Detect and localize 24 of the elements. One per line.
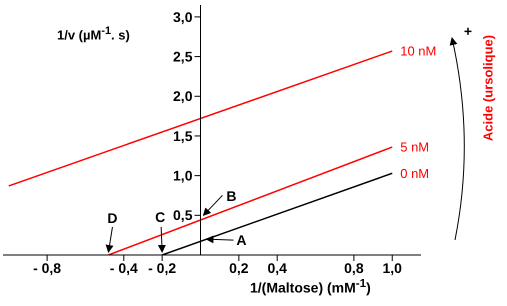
x-axis-title: 1/(Maltose) (mM$^{-1}$) xyxy=(250,277,371,296)
y-axis-title: 1/v (µM$^{-1}$. s) xyxy=(57,25,130,42)
y-tick-label: 1,0 xyxy=(173,168,193,184)
text: + xyxy=(464,23,472,39)
y-tick-label: 1,5 xyxy=(173,128,193,144)
annotation: B xyxy=(226,188,237,204)
y-tick-label: 2,0 xyxy=(173,88,193,104)
y-tick-label: 2,5 xyxy=(173,48,193,64)
series-label: 5 nM xyxy=(400,140,430,155)
series-label: 0 nM xyxy=(400,166,430,181)
annotation: A xyxy=(236,232,247,248)
x-tick-label: - 0,4 xyxy=(110,260,138,276)
y-tick-label: 0,5 xyxy=(173,207,193,224)
x-tick-label: 1,0 xyxy=(382,260,402,276)
text: Acide (ursolique) xyxy=(480,34,496,142)
x-tick-label: 0,4 xyxy=(267,260,288,276)
y-tick-label: 3,0 xyxy=(173,8,193,25)
annotation: D xyxy=(107,210,118,226)
annotation: C xyxy=(155,208,166,225)
x-tick-label: - 0,8 xyxy=(33,260,62,276)
x-tick-label: 0,8 xyxy=(344,260,364,276)
x-tick-label: - 0,2 xyxy=(148,260,176,276)
x-tick-label: 0,2 xyxy=(229,260,249,276)
series-label: 10 nM xyxy=(400,44,436,59)
